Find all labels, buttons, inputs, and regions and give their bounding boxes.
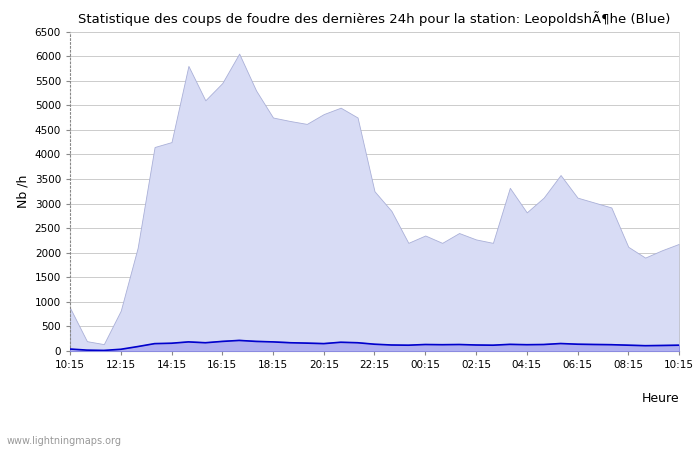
Y-axis label: Nb /h: Nb /h [16,175,29,208]
Text: www.lightningmaps.org: www.lightningmaps.org [7,436,122,446]
Text: Heure: Heure [641,392,679,405]
Title: Statistique des coups de foudre des dernières 24h pour la station: LeopoldshÃ¶he: Statistique des coups de foudre des dern… [78,11,671,26]
